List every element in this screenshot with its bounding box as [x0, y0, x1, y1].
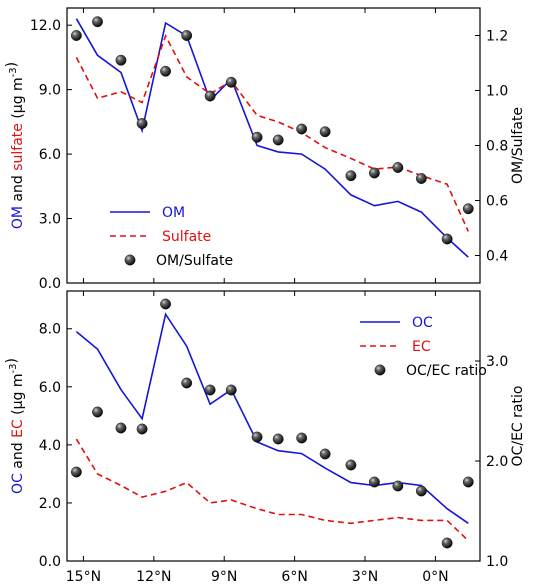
data-point: [369, 476, 380, 488]
data-point: [181, 30, 193, 41]
y-left-tick-label: 12.0: [30, 18, 61, 34]
data-point: [345, 170, 357, 182]
data-point: [415, 173, 427, 184]
legend-label: Sulfate: [162, 229, 211, 245]
y-left-axis-title-part: (μg m: [10, 77, 26, 123]
y-left-axis-title: OC and EC (μg m-3): [4, 358, 26, 494]
data-point: [296, 432, 308, 444]
y-right-tick-label: 1.0: [486, 554, 508, 570]
legend: OC EC OC/EC ratio: [360, 315, 487, 379]
y-left-axis-title: OM and sulfate (μg m-3): [4, 62, 26, 229]
y-left-axis-title-part: ): [4, 358, 20, 363]
data-point: [369, 167, 380, 179]
data-point: [251, 431, 263, 443]
data-point: [115, 54, 127, 66]
y-right-tick-label: 2.0: [486, 454, 508, 470]
x-tick-label: 6°N: [281, 569, 307, 585]
data-point: [160, 298, 171, 310]
x-tick-label: 0°N: [422, 569, 448, 585]
data-point: [392, 480, 404, 492]
data-point: [296, 123, 308, 135]
series-line-om: [75, 18, 469, 258]
y-right-tick-label: 1.2: [486, 29, 508, 45]
data-point: [415, 485, 427, 497]
data-point: [251, 131, 263, 143]
top-panel: 0.0 3.0 6.0 9.0 12.0 0.4 0.6 0.8 1.0 1.2 OM and su…: [4, 7, 526, 292]
y-right-tick-label: 0.4: [486, 249, 508, 265]
y-left-axis-title-part: and: [10, 171, 26, 206]
data-point: [160, 65, 171, 77]
y-left-tick-label: 9.0: [39, 83, 61, 99]
y-left-axis-title-part: OM: [10, 206, 26, 229]
x-tick-label: 9°N: [211, 569, 237, 585]
y-right-tick-label: 0.8: [486, 139, 508, 155]
x-tick-label: 12°N: [136, 569, 171, 585]
data-point: [115, 422, 127, 434]
series-line-sulfate: [75, 33, 470, 232]
y-right-tick-label: 3.0: [486, 354, 508, 370]
y-right-axis-title: OM/Sulfate: [510, 107, 526, 184]
y-right-tick-label: 1.0: [486, 84, 508, 100]
y-left-axis-title-part: sulfate: [10, 123, 26, 171]
data-point: [441, 537, 453, 549]
y-left-tick-label: 3.0: [39, 212, 61, 228]
x-tick-label: 3°N: [352, 569, 378, 585]
y-left-tick-label: 8.0: [39, 322, 61, 338]
data-point: [225, 76, 237, 88]
plot-frame: [66, 7, 481, 284]
series-line-ec: [75, 438, 469, 542]
x-tick-label: 15°N: [66, 569, 101, 585]
legend-label: EC: [412, 339, 431, 355]
data-point: [319, 448, 331, 460]
y-right-tick-label: 0.6: [486, 194, 508, 210]
y-left-axis-title-part: (μg m: [10, 373, 26, 419]
data-point: [136, 118, 148, 129]
plot-frame: [66, 290, 481, 562]
legend-label: OM: [162, 205, 185, 221]
data-point: [70, 30, 82, 41]
data-point: [204, 90, 216, 102]
data-point: [345, 459, 357, 471]
y-left-tick-label: 4.0: [39, 438, 61, 454]
y-left-axis-title-superscript: -3: [8, 67, 19, 77]
data-point: [392, 162, 404, 173]
y-right-axis-title: OC/EC ratio: [510, 386, 526, 467]
data-point: [70, 466, 82, 478]
data-point: [92, 16, 103, 28]
legend: OM Sulfate OM/Sulfate: [110, 205, 233, 269]
data-point: [319, 126, 331, 138]
data-point: [181, 377, 193, 389]
data-point: [204, 384, 216, 396]
bottom-panel: 15°N 12°N 9°N 6°N 3°N 0°N 0.0 2.0 4.0 6.0 8.0 1.0 2.…: [4, 290, 526, 585]
data-point: [272, 134, 284, 146]
series-line-oc: [75, 312, 469, 524]
legend-marker: [374, 364, 386, 376]
y-left-axis-title-part: and: [10, 438, 26, 473]
y-left-tick-label: 6.0: [39, 147, 61, 163]
legend-label: OC/EC ratio: [406, 363, 487, 379]
y-left-axis-title-part: OC: [10, 473, 26, 494]
data-point: [272, 433, 284, 445]
data-point: [462, 203, 474, 215]
data-point: [92, 406, 103, 418]
data-point: [136, 423, 148, 435]
legend-label: OC: [412, 315, 433, 331]
y-left-tick-label: 2.0: [39, 496, 61, 512]
y-left-axis-title-part: ): [4, 62, 20, 67]
data-point: [225, 384, 237, 396]
y-left-axis-title-part: EC: [10, 419, 26, 438]
data-point: [441, 233, 453, 245]
legend-marker: [124, 254, 136, 266]
y-left-axis-title-superscript: -3: [8, 364, 19, 374]
legend-label: OM/Sulfate: [156, 253, 233, 269]
y-left-tick-label: 0.0: [39, 276, 61, 292]
y-left-tick-label: 6.0: [39, 380, 61, 396]
data-point: [462, 476, 474, 488]
y-left-tick-label: 0.0: [39, 554, 61, 570]
